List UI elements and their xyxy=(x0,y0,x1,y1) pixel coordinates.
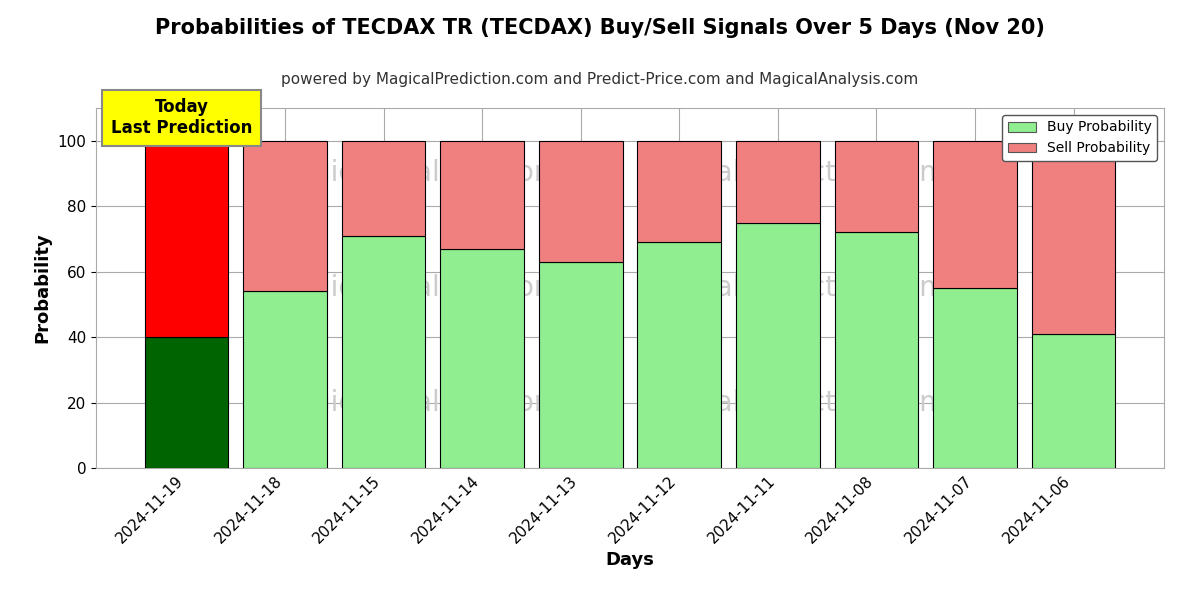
Bar xyxy=(539,141,623,262)
Text: MagicalAnalysis.com: MagicalAnalysis.com xyxy=(272,159,560,187)
Bar xyxy=(834,232,918,468)
Bar xyxy=(736,223,820,468)
Text: MagicalPrediction.com: MagicalPrediction.com xyxy=(634,389,947,417)
Y-axis label: Probability: Probability xyxy=(34,233,52,343)
Bar xyxy=(440,141,524,249)
Text: MagicalPrediction.com: MagicalPrediction.com xyxy=(634,274,947,302)
X-axis label: Days: Days xyxy=(606,551,654,569)
Bar xyxy=(934,141,1016,288)
Bar xyxy=(637,242,721,468)
Text: MagicalPrediction.com: MagicalPrediction.com xyxy=(634,159,947,187)
Legend: Buy Probability, Sell Probability: Buy Probability, Sell Probability xyxy=(1002,115,1157,161)
Bar xyxy=(637,141,721,242)
Bar xyxy=(539,262,623,468)
Text: MagicalAnalysis.com: MagicalAnalysis.com xyxy=(272,389,560,417)
Text: powered by MagicalPrediction.com and Predict-Price.com and MagicalAnalysis.com: powered by MagicalPrediction.com and Pre… xyxy=(281,72,919,87)
Bar xyxy=(342,236,426,468)
Text: MagicalAnalysis.com: MagicalAnalysis.com xyxy=(272,274,560,302)
Bar xyxy=(144,141,228,337)
Bar xyxy=(834,141,918,232)
Bar xyxy=(244,291,326,468)
Bar xyxy=(244,141,326,291)
Bar xyxy=(736,141,820,223)
Bar xyxy=(440,249,524,468)
Text: Today
Last Prediction: Today Last Prediction xyxy=(110,98,252,137)
Bar xyxy=(1032,334,1116,468)
Text: Probabilities of TECDAX TR (TECDAX) Buy/Sell Signals Over 5 Days (Nov 20): Probabilities of TECDAX TR (TECDAX) Buy/… xyxy=(155,18,1045,38)
Bar xyxy=(144,337,228,468)
Bar xyxy=(1032,141,1116,334)
Bar xyxy=(342,141,426,236)
Bar xyxy=(934,288,1016,468)
